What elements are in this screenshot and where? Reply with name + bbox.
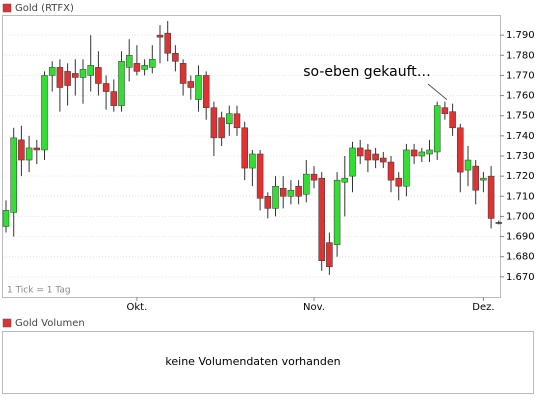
candle-body [256, 153, 264, 199]
candle-body [48, 67, 56, 76]
candle-body [318, 177, 325, 261]
candle-body [326, 242, 333, 268]
y-tick-label: 1.740 [506, 131, 535, 142]
candle-body [272, 185, 279, 209]
candle-body [10, 137, 17, 213]
candle-body [118, 61, 125, 106]
tick-note: 1 Tick = 1 Tag [7, 286, 71, 296]
candle-body [95, 67, 102, 84]
candle-body [133, 63, 141, 72]
candle-body [41, 75, 48, 151]
annotation-line [427, 83, 448, 100]
y-tick-label: 1.770 [506, 70, 535, 81]
candle-body [464, 159, 472, 171]
candle-body [287, 189, 295, 197]
y-tick-label: 1.790 [506, 30, 535, 41]
y-tick-label: 1.690 [506, 232, 535, 243]
candle-body [441, 107, 449, 114]
y-tick-label: 1.680 [506, 252, 535, 263]
candle-body [141, 65, 148, 70]
candle-body [226, 113, 233, 125]
candle-body [33, 147, 41, 151]
candle-body [172, 53, 179, 62]
candle-body [56, 67, 64, 88]
candle-body [364, 149, 372, 161]
candle-body [295, 185, 302, 197]
candle-body [18, 139, 25, 161]
candle-body [472, 165, 479, 191]
candle-body [341, 177, 349, 183]
y-tick-label: 1.760 [506, 91, 535, 102]
candle-body [202, 75, 210, 108]
candle-body [25, 147, 33, 161]
candle-body [418, 151, 426, 157]
candle-body [356, 147, 364, 157]
candle-body [333, 179, 341, 245]
candle-body [87, 65, 94, 76]
candle-body [372, 153, 379, 161]
candle-body [395, 177, 402, 187]
candle-body [164, 32, 171, 54]
volume-frame [2, 331, 534, 394]
candle-body [72, 73, 79, 78]
candle-body [233, 113, 241, 129]
candle-body [303, 173, 310, 195]
candle-body [218, 117, 225, 139]
candle-body [156, 34, 164, 38]
candle-body [102, 83, 110, 92]
y-tick-label: 1.750 [506, 111, 535, 122]
candle-body [449, 111, 456, 129]
candle-body [487, 175, 495, 219]
candle-body [433, 105, 441, 153]
legend-swatch [2, 3, 12, 13]
y-tick-label: 1.710 [506, 191, 535, 202]
annotation: so-eben gekauft… [303, 64, 431, 80]
candle-body [349, 147, 356, 177]
candle-body [187, 81, 195, 88]
legend-swatch [2, 318, 12, 328]
x-tick-label: Nov. [303, 302, 325, 313]
candle-body [179, 63, 187, 84]
candle-body [410, 149, 418, 157]
chart-title: Gold (RTFX) [15, 3, 74, 14]
y-tick-label: 1.780 [506, 50, 535, 61]
candle-body [403, 149, 410, 187]
candle-body [110, 91, 118, 106]
candle-body [125, 55, 133, 68]
candle-body [495, 222, 503, 224]
candle-body [380, 157, 387, 163]
candle-body [480, 177, 487, 181]
candle-body [241, 127, 248, 169]
x-tick-label: Okt. [127, 302, 148, 313]
candle-body [79, 69, 87, 78]
candle-body [387, 161, 395, 181]
volume-message: keine Volumendaten vorhanden [165, 355, 340, 368]
y-tick-label: 1.700 [506, 211, 535, 222]
candle-body [426, 149, 433, 155]
y-tick-label: 1.730 [506, 151, 535, 162]
candle-body [279, 187, 287, 197]
candle-body [264, 196, 272, 209]
y-tick-label: 1.670 [506, 272, 535, 283]
candle-body [149, 59, 156, 68]
candle-body [310, 173, 318, 181]
y-tick-label: 1.720 [506, 171, 535, 182]
candle-body [64, 71, 71, 86]
candle-body [457, 127, 464, 173]
volume-title: Gold Volumen [15, 318, 85, 329]
candle-body [2, 210, 10, 227]
x-tick-label: Dez. [472, 302, 494, 313]
candle-body [249, 153, 256, 169]
candle-body [210, 107, 218, 139]
candle-body [195, 75, 202, 100]
